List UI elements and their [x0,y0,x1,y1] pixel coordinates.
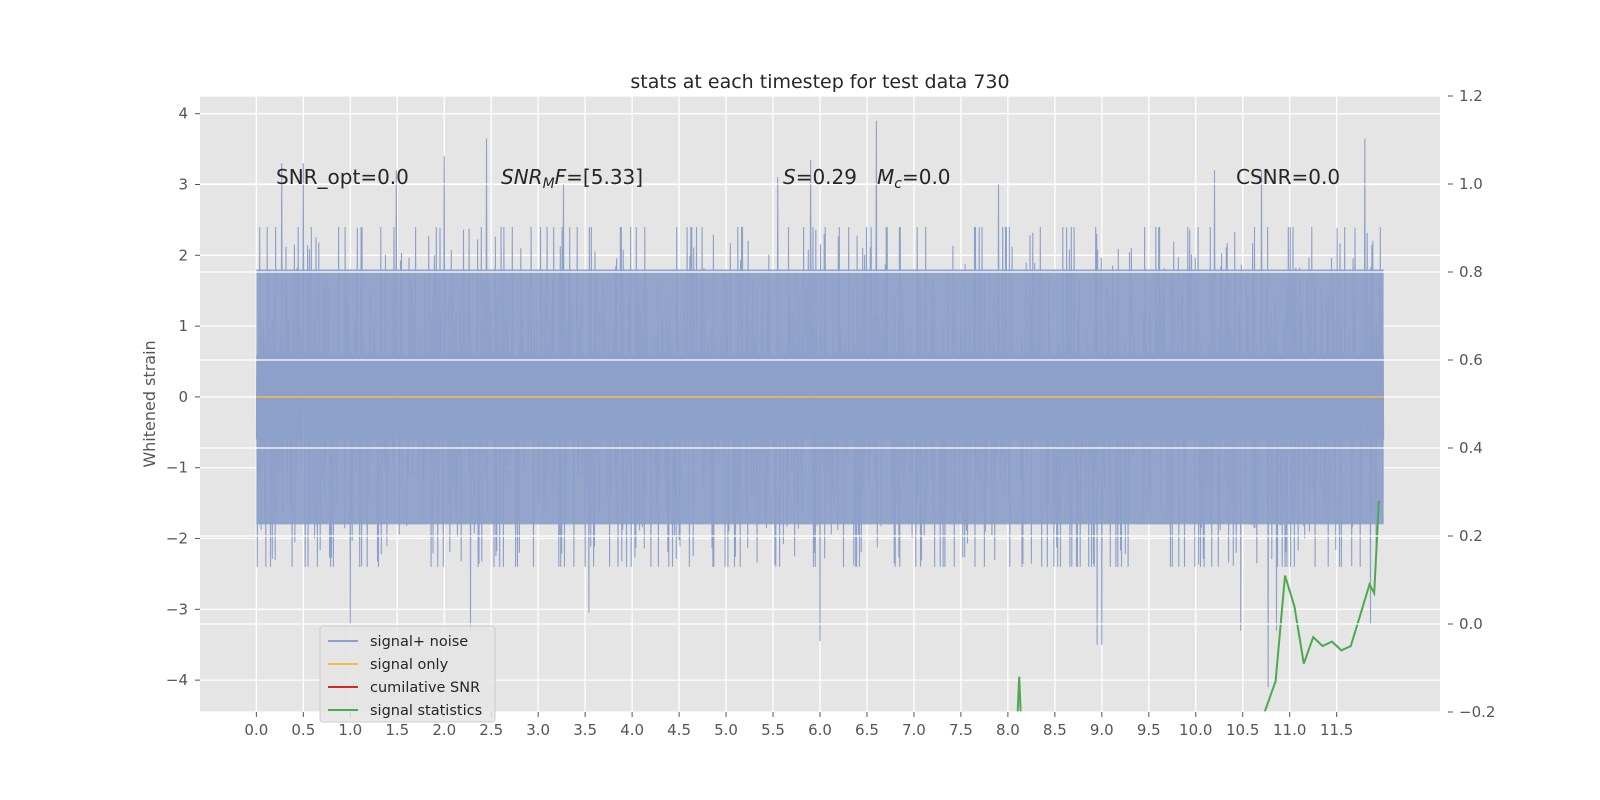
x-tick-label: 2.0 [432,721,456,739]
legend-label: signal+ noise [370,634,468,650]
x-tick-label: 11.0 [1273,721,1306,739]
legend-box [319,625,496,723]
annotation-s: S=0.29 [783,165,857,189]
x-axis: 0.0 0.5 1.0 1.5 2.0 2.5 3.0 3.5 4.0 4.5 5.0 5.5 6.0 6… [244,712,1353,739]
x-tick-label: 0.5 [291,721,315,739]
y2-axis: 1.2 1.0 0.8 0.6 0.4 0.2 0.0 −0.2 [1448,87,1495,721]
x-tick-label: 7.5 [949,721,973,739]
legend: signal+ noise signal only cumilative SNR si… [319,625,496,723]
y-tick-label: 0 [178,388,188,406]
y-tick-label: −3 [166,600,188,618]
y2-tick-label: −0.2 [1459,703,1495,721]
x-tick-label: 10.0 [1179,721,1212,739]
x-tick-label: 8.0 [996,721,1020,739]
signal-statistics-line-1 [1016,676,1022,712]
chart-title: stats at each timestep for test data 730 [630,71,1009,93]
x-tick-label: 10.5 [1226,721,1259,739]
annotation-snr-mf: SNRMF=[5.33] [501,165,643,192]
x-tick-label: 3.0 [526,721,550,739]
x-tick-label: 9.0 [1090,721,1114,739]
y2-tick-label: 1.2 [1459,87,1483,105]
y-tick-label: 1 [178,317,188,335]
x-tick-label: 4.5 [667,721,691,739]
y-axis: 4 3 2 1 0 −1 −2 −3 −4 [166,105,200,689]
y2-tick-label: 0.6 [1459,351,1483,369]
annotation-mc: Mc=0.0 [877,165,951,192]
y-tick-label: 2 [178,246,188,264]
noise-line [255,120,1385,688]
x-tick-label: 5.5 [761,721,785,739]
annotation-csnr: CSNR=0.0 [1236,165,1340,189]
x-tick-label: 1.5 [385,721,409,739]
legend-label: cumilative SNR [370,680,480,696]
x-tick-label: 6.0 [808,721,832,739]
overlay-series [256,396,1384,712]
signal-statistics-line-2 [1263,500,1380,712]
x-tick-label: 1.0 [338,721,362,739]
y-tick-label: 3 [178,176,188,194]
y2-tick-label: 0.0 [1459,615,1483,633]
x-tick-label: 4.0 [620,721,644,739]
legend-label: signal statistics [370,703,482,719]
y2-tick-label: 0.2 [1459,527,1483,545]
y-axis-label: Whitened strain [140,340,159,467]
x-tick-label: 11.5 [1320,721,1353,739]
x-tick-label: 3.5 [573,721,597,739]
y-tick-label: −2 [166,530,188,548]
y2-tick-label: 0.8 [1459,263,1483,281]
y2-tick-label: 0.4 [1459,439,1483,457]
legend-label: signal only [370,657,449,673]
x-tick-label: 0.0 [244,721,268,739]
x-tick-label: 8.5 [1043,721,1067,739]
y-tick-label: −1 [166,459,188,477]
x-tick-label: 7.0 [902,721,926,739]
x-tick-label: 2.5 [479,721,503,739]
annotation-snr-opt: SNR_opt=0.0 [276,165,409,189]
y-tick-label: 4 [178,105,188,123]
y-tick-label: −4 [166,671,188,689]
y2-tick-label: 1.0 [1459,175,1483,193]
x-tick-label: 5.0 [714,721,738,739]
x-tick-label: 6.5 [855,721,879,739]
x-tick-label: 9.5 [1137,721,1161,739]
